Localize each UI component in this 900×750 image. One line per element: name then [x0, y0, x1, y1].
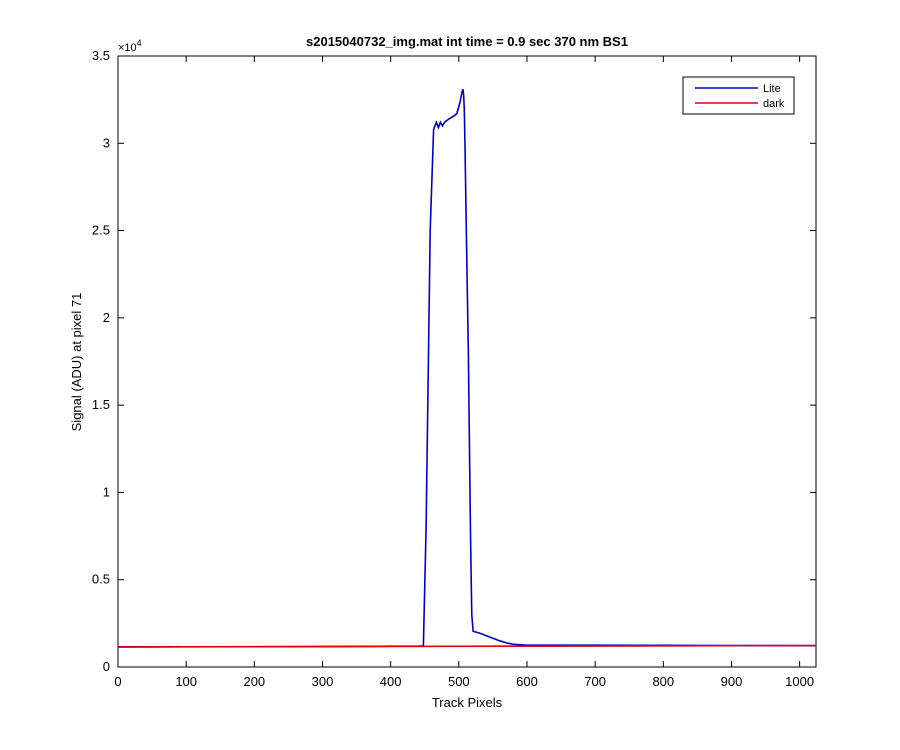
x-tick-label: 0	[114, 674, 121, 689]
y-tick-label: 0.5	[92, 572, 110, 587]
x-tick-label: 900	[721, 674, 743, 689]
x-tick-label: 200	[243, 674, 265, 689]
x-tick-label: 100	[175, 674, 197, 689]
y-axis-exponent: ×104	[118, 38, 142, 54]
y-tick-label: 3	[103, 135, 110, 150]
chart-title: s2015040732_img.mat int time = 0.9 sec 3…	[306, 34, 628, 49]
y-tick-label: 2	[103, 310, 110, 325]
x-tick-label: 300	[312, 674, 334, 689]
x-tick-label: 700	[584, 674, 606, 689]
series-layer	[117, 88, 817, 648]
y-axis-ticks: 0 0.5 1 1.5 2 2.5 3 3.5	[92, 48, 816, 674]
y-tick-label: 0	[103, 659, 110, 674]
legend-label-lite: Lite	[763, 83, 781, 95]
y-exponent-power: 4	[137, 38, 142, 48]
x-axis-ticks: 0 100 200 300 400 500 600 700 800 900 1000	[114, 56, 814, 689]
y-tick-label: 3.5	[92, 48, 110, 63]
legend-box	[682, 76, 795, 115]
legend-label-dark: dark	[763, 98, 785, 110]
y-tick-label: 1.5	[92, 397, 110, 412]
series-line-dark	[117, 644, 817, 648]
y-exponent-base: ×10	[118, 42, 137, 54]
series-line-lite	[117, 88, 817, 648]
legend: Lite dark	[682, 76, 795, 115]
x-tick-label: 1000	[785, 674, 814, 689]
plot-area-frame	[117, 55, 817, 668]
x-tick-label: 500	[448, 674, 470, 689]
y-tick-label: 2.5	[92, 223, 110, 238]
y-axis-label: Signal (ADU) at pixel 71	[69, 293, 84, 432]
y-tick-label: 1	[103, 484, 110, 499]
x-tick-label: 400	[380, 674, 402, 689]
x-axis-label: Track Pixels	[432, 695, 503, 710]
svg-text:×104: ×104	[118, 38, 142, 54]
x-tick-label: 600	[516, 674, 538, 689]
x-tick-label: 800	[652, 674, 674, 689]
axes-box	[117, 55, 817, 668]
